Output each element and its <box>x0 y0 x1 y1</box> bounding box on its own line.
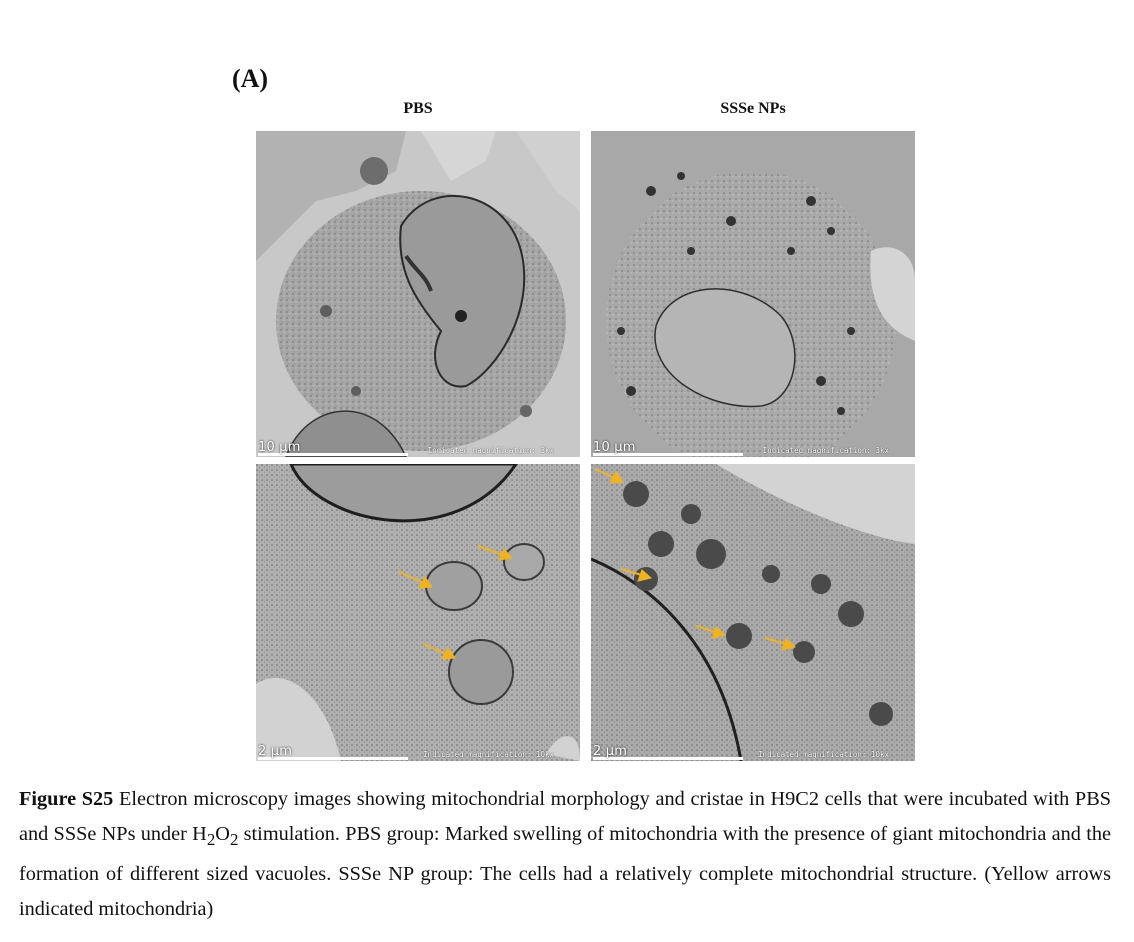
magnification-label: Indicated magnification: 3kx <box>427 446 554 455</box>
scale-bar <box>258 453 408 456</box>
scale-label: 2 µm <box>593 744 628 759</box>
micrograph-ssse-low-mag: 10 µm Indicated magnification: 3kx <box>591 131 915 457</box>
magnification-label: Indicated magnification: 3kx <box>762 446 889 455</box>
micrograph-pbs-high-mag: 2 µm Indicated magnification: 10kx <box>256 464 580 761</box>
column-title-ssse: SSSe NPs <box>720 100 786 117</box>
scale-label: 10 µm <box>593 440 636 455</box>
magnification-label: Indicated magnification: 10kx <box>758 750 889 759</box>
column-title-pbs: PBS <box>403 100 433 117</box>
caption-subscript: 2 <box>206 830 216 850</box>
scale-label: 2 µm <box>258 744 293 759</box>
yellow-arrows <box>398 545 513 660</box>
caption-text: O <box>215 823 230 845</box>
yellow-arrows <box>594 468 797 651</box>
magnification-label: Indicated magnification: 10kx <box>423 750 554 759</box>
scale-label: 10 µm <box>258 440 301 455</box>
caption-text: stimulation. PBS group: Marked swelling … <box>19 823 1111 921</box>
micrograph-ssse-high-mag: 2 µm Indicated magnification: 10kx <box>591 464 915 761</box>
micrograph-pbs-low-mag: 10 µm Indicated magnification: 3kx <box>256 131 580 457</box>
caption-subscript: 2 <box>229 830 239 850</box>
scale-bar <box>258 757 408 760</box>
figure-caption: Figure S25 Electron microscopy images sh… <box>19 782 1111 927</box>
scale-bar <box>593 757 743 760</box>
scale-bar <box>593 453 743 456</box>
caption-label: Figure S25 <box>19 788 114 810</box>
panel-letter: (A) <box>232 64 269 93</box>
caption-text: Electron microscopy images showing mitoc… <box>19 788 1111 845</box>
